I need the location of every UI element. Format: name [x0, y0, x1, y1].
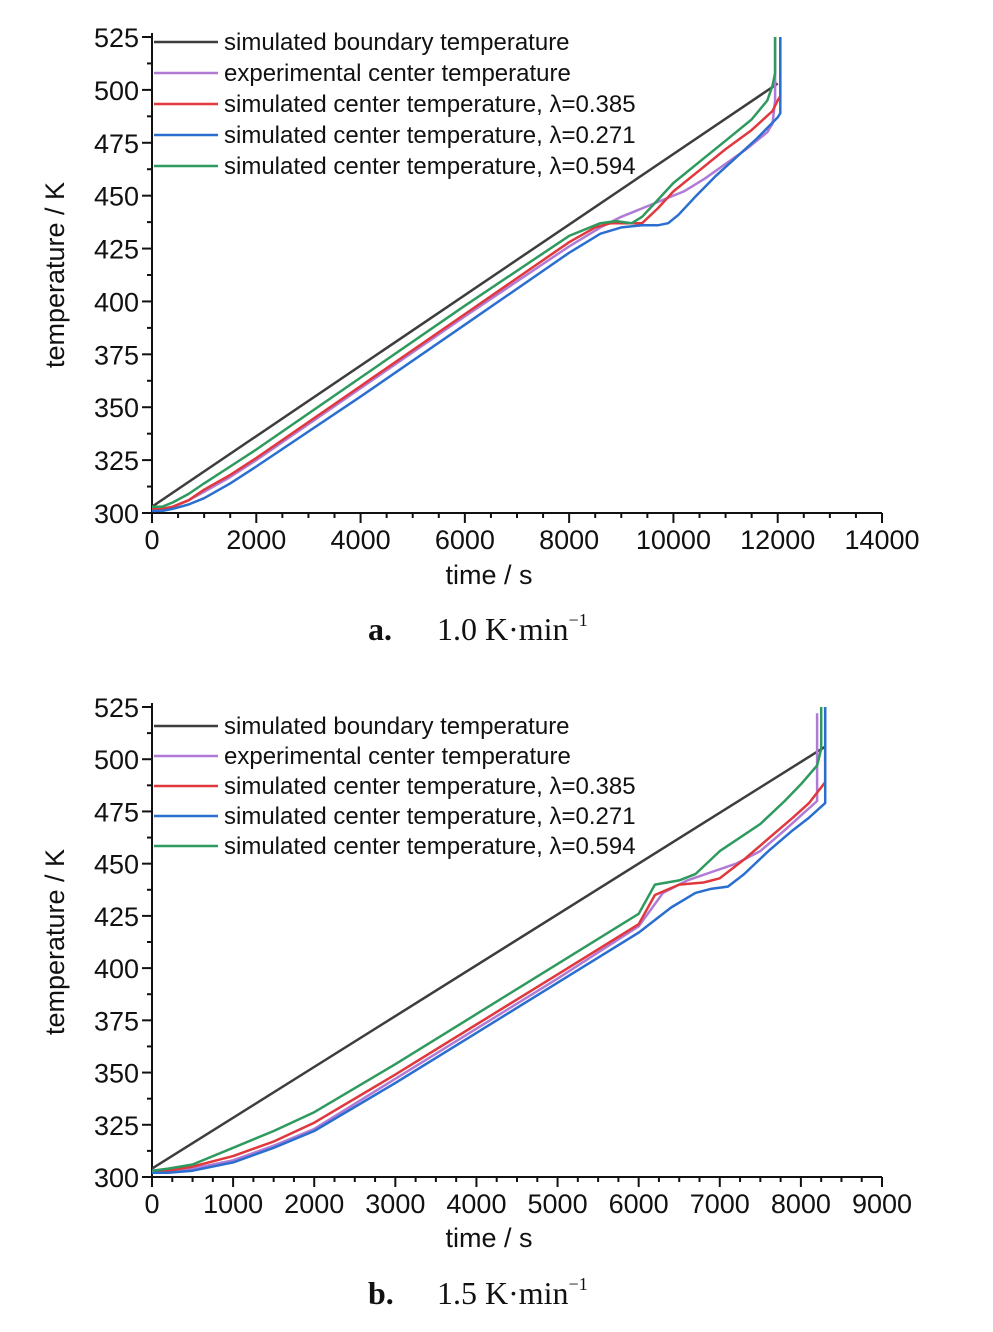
chart-panel-b: 300 325 350 375 400 425 450 475 500 525 0 1000 2000 3…: [40, 693, 912, 1311]
panel-label: b.: [368, 1275, 394, 1311]
x-tick-label: 8000: [771, 1189, 831, 1219]
legend-entry: simulated center temperature, λ=0.271: [224, 803, 636, 830]
caption-text: 1.5 K·min: [437, 1275, 569, 1311]
series-line-2: [152, 37, 782, 511]
legend-entry: simulated center temperature, λ=0.385: [224, 91, 636, 118]
x-tick-label: 14000: [844, 525, 919, 555]
x-tick-label: 4000: [331, 525, 391, 555]
x-tick-label: 1000: [203, 1189, 263, 1219]
y-tick-label: 325: [94, 446, 139, 476]
caption-superscript: −1: [569, 1274, 588, 1294]
series-line-3: [152, 37, 782, 513]
chart-panel-a: 300 325 350 375 400 425 450 475 500 525 0 2000 4000 6…: [40, 23, 920, 647]
y-tick-label: 450: [94, 850, 139, 880]
y-tick-label: 375: [94, 340, 139, 370]
y-tick-label: 400: [94, 287, 139, 317]
series-line-4: [152, 37, 777, 508]
panel-caption: 1.0 K·min−1: [437, 610, 588, 647]
y-tick-label: 525: [94, 693, 139, 723]
y-tick-label: 475: [94, 797, 139, 827]
x-tick-label: 10000: [636, 525, 711, 555]
series-line-0: [152, 82, 779, 508]
y-tick-label: 325: [94, 1111, 139, 1141]
legend-entry: simulated center temperature, λ=0.594: [224, 833, 636, 860]
y-tick-label: 425: [94, 235, 139, 265]
legend-entry: experimental center temperature: [224, 743, 571, 770]
y-tick-label: 375: [94, 1006, 139, 1036]
series-line-0: [152, 745, 826, 1170]
series-line-2: [152, 707, 827, 1172]
x-tick-label: 9000: [852, 1189, 912, 1219]
legend-entry: simulated boundary temperature: [224, 29, 570, 56]
y-tick-label: 400: [94, 954, 139, 984]
x-tick-label: 8000: [539, 525, 599, 555]
x-tick-label: 0: [144, 525, 159, 555]
y-tick-label: 500: [94, 76, 139, 106]
x-tick-label: 7000: [690, 1189, 750, 1219]
x-tick-label: 5000: [528, 1189, 588, 1219]
legend-entry: simulated center temperature, λ=0.271: [224, 122, 636, 149]
y-axis-title: temperature / K: [40, 849, 70, 1035]
x-tick-label: 3000: [365, 1189, 425, 1219]
x-tick-label: 2000: [226, 525, 286, 555]
panel-caption: 1.5 K·min−1: [437, 1274, 588, 1311]
y-tick-label: 500: [94, 745, 139, 775]
y-tick-label: 525: [94, 23, 139, 53]
legend-entry: experimental center temperature: [224, 60, 571, 87]
series-line-3: [152, 707, 827, 1175]
y-tick-label: 450: [94, 182, 139, 212]
caption-text: 1.0 K·min: [437, 611, 569, 647]
legend-entry: simulated center temperature, λ=0.385: [224, 773, 636, 800]
x-tick-label: 0: [144, 1189, 159, 1219]
y-tick-label: 300: [94, 1163, 139, 1193]
legend-entry: simulated boundary temperature: [224, 713, 570, 740]
y-tick-label: 425: [94, 902, 139, 932]
series-line-1: [152, 713, 819, 1172]
series-line-4: [152, 707, 823, 1172]
x-tick-label: 12000: [740, 525, 815, 555]
x-axis-title: time / s: [445, 1223, 532, 1253]
caption-superscript: −1: [569, 610, 588, 630]
x-tick-label: 6000: [609, 1189, 669, 1219]
y-tick-label: 300: [94, 499, 139, 529]
panel-label: a.: [368, 611, 392, 647]
x-tick-label: 4000: [446, 1189, 506, 1219]
x-axis-title: time / s: [445, 560, 532, 590]
x-tick-label: 6000: [435, 525, 495, 555]
y-tick-label: 475: [94, 129, 139, 159]
legend-entry: simulated center temperature, λ=0.594: [224, 153, 636, 180]
x-tick-label: 2000: [284, 1189, 344, 1219]
y-tick-label: 350: [94, 393, 139, 423]
y-axis-title: temperature / K: [40, 182, 70, 368]
y-tick-label: 350: [94, 1059, 139, 1089]
